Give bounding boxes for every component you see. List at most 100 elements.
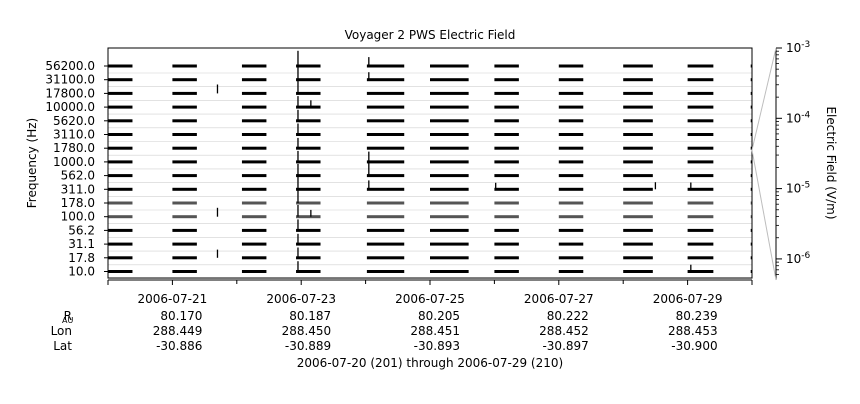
channel-data-segment — [241, 160, 267, 164]
channel-data-segment — [296, 146, 321, 150]
channel-data-segment — [366, 133, 405, 136]
colorbar-ticks — [776, 47, 782, 275]
channel-data-segment — [687, 228, 714, 232]
channel-data-segment — [241, 119, 267, 123]
channel-data-segment — [296, 119, 321, 123]
colorbar-tick-labels: 10-3 10-4 10-5 10-6 — [786, 40, 811, 266]
channel-data-segment — [430, 64, 469, 68]
y-tick-label: 178.0 — [61, 196, 95, 210]
ephemeris-r-subscript: AU — [62, 316, 73, 325]
channel-data-segment — [108, 64, 133, 68]
channel-data-segment — [494, 215, 519, 219]
channel-data-segment — [108, 119, 133, 123]
channel-data-segment — [558, 228, 584, 232]
channel-data-segment — [108, 201, 133, 205]
channel-data-segment — [750, 228, 752, 232]
channel-data-segment — [108, 78, 133, 82]
channel-data-segment — [558, 270, 584, 273]
channel-data-segment — [241, 187, 267, 191]
channel-data-segment — [430, 105, 469, 109]
channel-data-segment — [687, 133, 714, 136]
channel-data-segment — [172, 270, 197, 273]
channel-data-segment — [241, 91, 267, 95]
ephemeris-r-label: R — [64, 309, 72, 323]
x-axis-ticks — [107, 280, 753, 285]
channel-data-segment — [494, 119, 519, 123]
channel-data-segment — [494, 256, 519, 260]
channel-data-segment — [108, 105, 133, 109]
channel-data-segment — [687, 270, 714, 273]
channel-data-segment — [623, 201, 653, 205]
channel-data-segment — [366, 160, 405, 164]
channel-data-segment — [750, 64, 752, 68]
channel-data-segment — [296, 105, 321, 109]
y-tick-label: 1000.0 — [53, 155, 95, 169]
ephemeris-value: 288.451 — [410, 324, 460, 338]
channel-data-segment — [430, 256, 469, 260]
channel-data-segment — [558, 256, 584, 260]
channel-data-segment — [296, 256, 321, 260]
date-range-footer: 2006-07-20 (201) through 2006-07-29 (210… — [297, 356, 563, 370]
channel-data-segment — [623, 146, 653, 150]
channel-data-segment — [750, 174, 752, 178]
channel-data-segment — [623, 174, 653, 178]
channel-data-segment — [172, 119, 197, 123]
channel-data-segment — [430, 215, 469, 219]
channel-data-segment — [687, 78, 714, 82]
channel-data-segment — [494, 133, 519, 136]
colorbar-tick-label: 10-6 — [786, 251, 811, 266]
channel-data-segment — [750, 270, 752, 273]
channel-data-segment — [623, 160, 653, 164]
channel-data-segment — [241, 174, 267, 178]
channel-data-segment — [108, 174, 133, 178]
y-tick-label: 3110.0 — [53, 128, 95, 142]
channel-data-segment — [296, 228, 321, 232]
channel-data-segment — [172, 187, 197, 191]
ephemeris-lon-label: Lon — [51, 324, 72, 338]
ephemeris-value: 288.453 — [668, 324, 718, 338]
channel-data-segment — [108, 256, 133, 260]
ephemeris-value: 80.170 — [160, 309, 202, 323]
y-axis-label: Frequency (Hz) — [25, 118, 39, 209]
channel-data-segment — [108, 242, 133, 246]
channel-data-segment — [108, 160, 133, 164]
channel-data-segment — [430, 270, 469, 273]
channel-data-segment — [687, 146, 714, 150]
channel-data-segment — [172, 78, 197, 82]
channel-data-segment — [558, 146, 584, 150]
channel-data-segment — [558, 242, 584, 246]
channel-data-segment — [296, 64, 321, 68]
channel-data-segment — [241, 228, 267, 232]
channel-data-segment — [558, 105, 584, 109]
ephemeris-value: 80.205 — [418, 309, 460, 323]
channel-data-segment — [623, 228, 653, 232]
channel-data-segment — [494, 201, 519, 205]
y-tick-label: 100.0 — [61, 210, 95, 224]
channel-data-segment — [623, 91, 653, 95]
ephemeris-values: 80.170 80.187 80.205 80.222 80.239 288.449 288… — [153, 309, 718, 353]
channel-data-segment — [750, 160, 752, 164]
channel-data-segment — [687, 201, 714, 205]
channel-data-segment — [172, 174, 197, 178]
channel-data-segment — [558, 91, 584, 95]
ephemeris-value: -30.893 — [414, 339, 460, 353]
channel-data-segment — [296, 174, 321, 178]
channel-data-segment — [366, 228, 405, 232]
colorbar-connector-lines — [751, 47, 777, 151]
channel-data-segment — [241, 270, 267, 273]
channel-data-segment — [687, 256, 714, 260]
channel-data-segment — [366, 187, 405, 191]
channel-data-segment — [172, 91, 197, 95]
ephemeris-value: -30.900 — [671, 339, 717, 353]
channel-data-segment — [241, 64, 267, 68]
y-tick-label: 1780.0 — [53, 141, 95, 155]
channel-data-segment — [172, 215, 197, 219]
channel-data-segment — [366, 146, 405, 150]
channel-separators — [108, 72, 752, 279]
channel-data-segment — [241, 133, 267, 136]
chart-title: Voyager 2 PWS Electric Field — [345, 28, 516, 42]
ephemeris-value: 80.187 — [289, 309, 331, 323]
